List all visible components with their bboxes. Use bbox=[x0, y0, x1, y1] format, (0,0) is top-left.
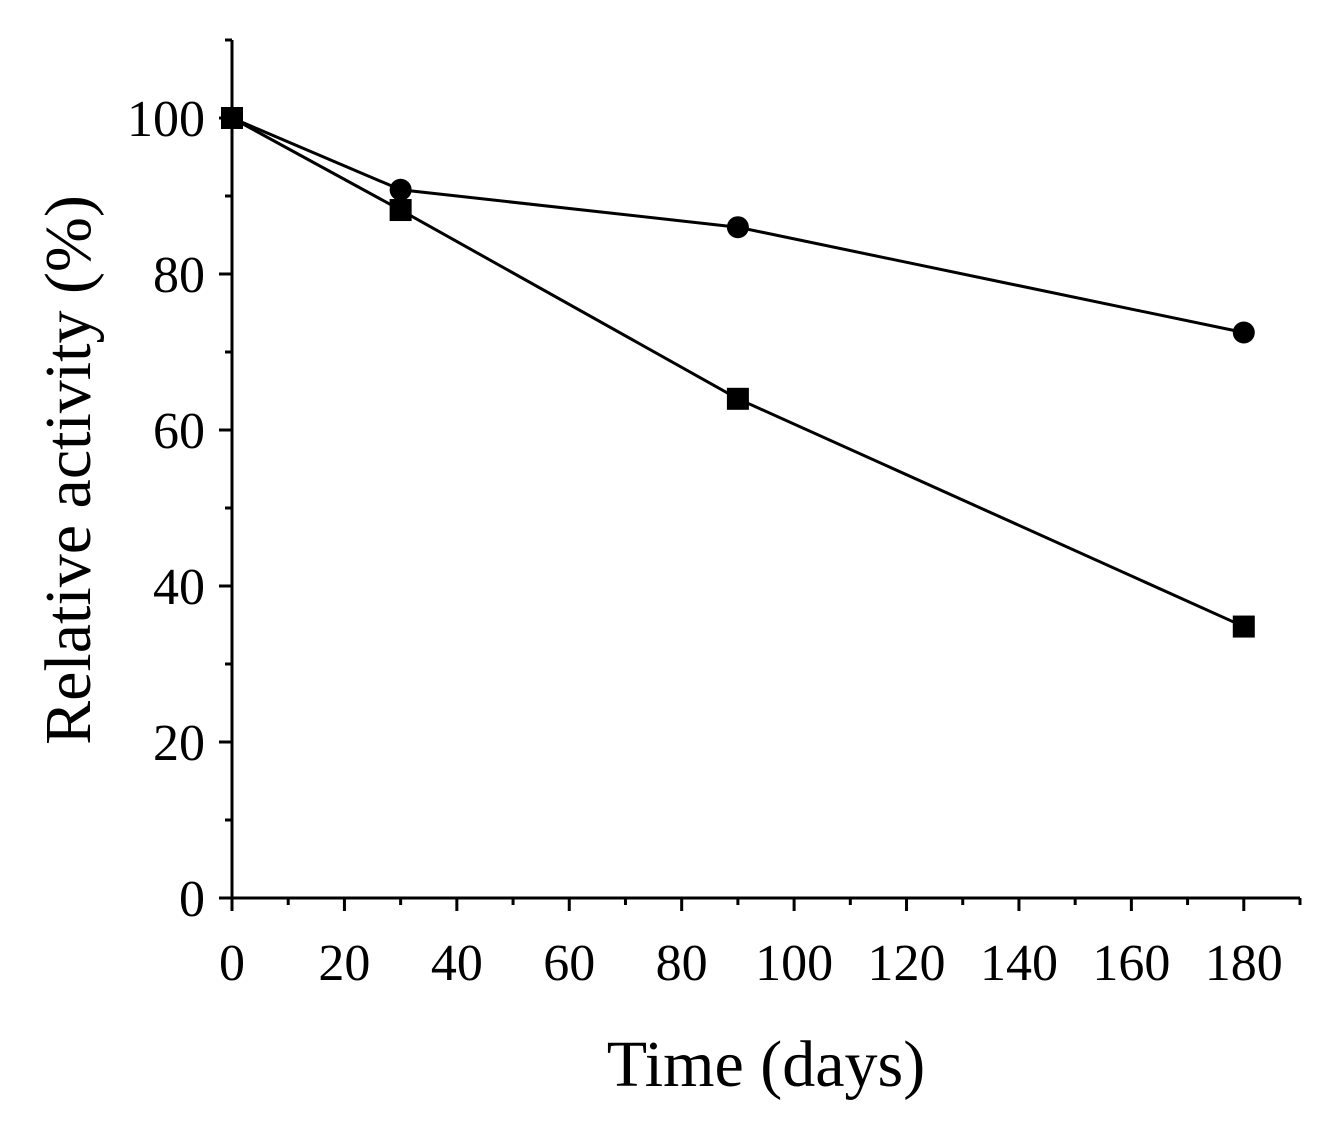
axes: 0 20 40 60 80 100 120 140 160 180 0 20 40 60 80 100 bbox=[127, 38, 1302, 992]
square-data-point bbox=[726, 387, 749, 410]
x-axis-title: Time (days) bbox=[607, 1028, 925, 1101]
y-tick-label: 0 bbox=[179, 871, 205, 928]
circle-data-point bbox=[726, 216, 749, 239]
square-data-point bbox=[1232, 615, 1255, 638]
x-tick-label: 100 bbox=[755, 935, 833, 992]
x-tick-label: 120 bbox=[868, 935, 946, 992]
circle-data-point bbox=[389, 178, 412, 201]
y-tick-label: 20 bbox=[153, 715, 205, 772]
series-circle bbox=[221, 107, 1255, 344]
series-group bbox=[221, 107, 1255, 638]
x-tick-label: 80 bbox=[656, 935, 708, 992]
y-tick-label: 100 bbox=[127, 91, 205, 148]
y-tick-label: 40 bbox=[153, 559, 205, 616]
y-axis-title: Relative activity (%) bbox=[32, 195, 105, 745]
y-tick-label: 60 bbox=[153, 403, 205, 460]
series-square bbox=[221, 107, 1255, 638]
x-tick-label: 160 bbox=[1092, 935, 1170, 992]
x-tick-label: 40 bbox=[431, 935, 483, 992]
y-tick-label: 80 bbox=[153, 247, 205, 304]
circle-series-line bbox=[231, 116, 1245, 334]
circle-data-point bbox=[1232, 321, 1255, 344]
square-series-line bbox=[231, 116, 1245, 628]
x-tick-label: 140 bbox=[980, 935, 1058, 992]
square-data-point bbox=[221, 107, 243, 129]
x-tick-label: 20 bbox=[318, 935, 370, 992]
x-tick-label: 0 bbox=[219, 935, 245, 992]
x-tick-label: 60 bbox=[543, 935, 595, 992]
x-tick-label: 180 bbox=[1205, 935, 1283, 992]
square-data-point bbox=[389, 199, 412, 222]
